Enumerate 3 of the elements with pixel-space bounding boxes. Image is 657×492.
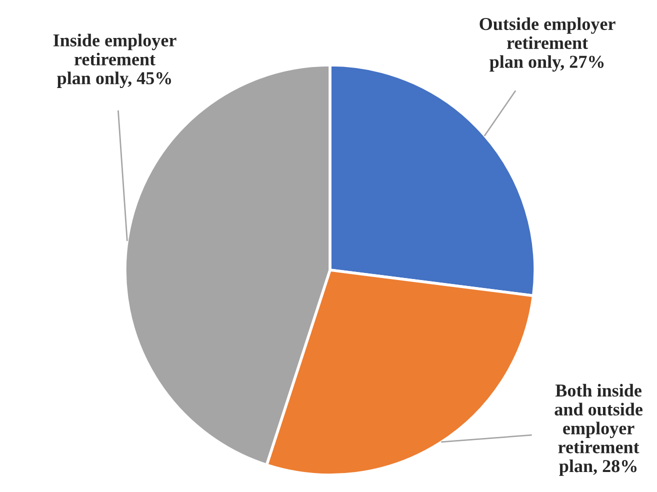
slice-label: Inside employer retirement plan only, 45% xyxy=(53,34,176,88)
slice-label: Outside employer retirement plan only, 27% xyxy=(480,17,616,72)
slice-label: Both inside and outside employer retirement plan, 28% xyxy=(554,384,642,476)
